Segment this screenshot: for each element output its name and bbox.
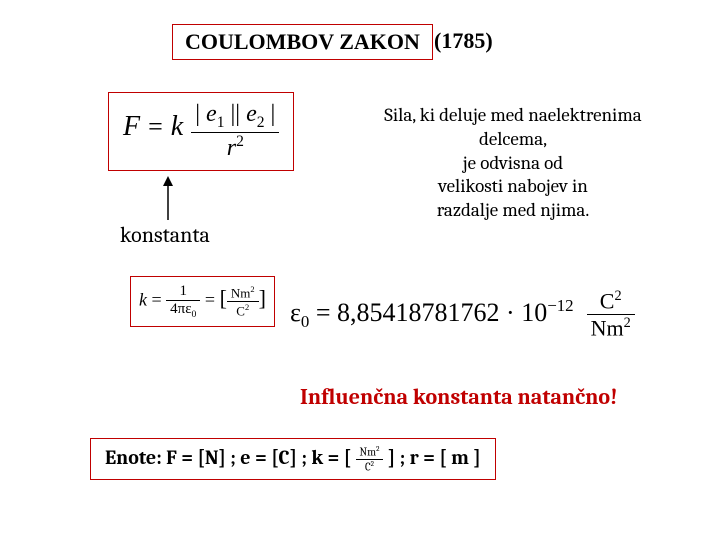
eps-sub0: 0 xyxy=(301,312,309,331)
kf-nm2: Nm xyxy=(231,285,251,300)
formula-eq: = xyxy=(148,112,163,141)
enote-prefix: Enote: F = [N] ; e = [C] ; k = [ xyxy=(105,446,351,469)
year-label: (1785) xyxy=(434,28,493,54)
eps-Nexp: 2 xyxy=(624,315,631,331)
formula-fraction: | e1 || e2 | r2 xyxy=(191,101,279,162)
formula-rexp: 2 xyxy=(236,133,244,150)
desc-line-1: Sila, ki deluje med naelektrenima xyxy=(348,104,678,128)
enote-suffix: ] ; r = [ m ] xyxy=(388,446,481,469)
formula-k: k xyxy=(171,111,183,142)
eps-eq: = 8,85418781762 · 10 xyxy=(316,298,547,327)
desc-line-3: je odvisna od xyxy=(348,152,678,176)
kf-4pe: 4πε xyxy=(170,301,191,317)
desc-line-4: velikosti nabojev in xyxy=(348,175,678,199)
influencna-text: Influenčna konstanta natančno! xyxy=(300,384,617,410)
kf-eq1: = xyxy=(152,290,162,310)
arrow-up-icon xyxy=(160,176,176,220)
kf-sub0: 0 xyxy=(192,309,197,320)
konstanta-text: konstanta xyxy=(120,222,210,248)
eps-N: Nm xyxy=(591,316,624,341)
formula-e2: e xyxy=(246,101,257,127)
desc-line-2: delcema, xyxy=(348,128,678,152)
eps-C: C xyxy=(600,288,615,313)
k-formula-box: k = 1 4πε0 = [ Nm2 C2 ] xyxy=(130,276,275,327)
kf-c2: C xyxy=(236,303,245,318)
formula-e1: e xyxy=(206,101,217,127)
formula-r: r xyxy=(227,135,236,161)
formula-F: F xyxy=(123,111,140,142)
eps-exp: −12 xyxy=(547,296,573,315)
enote-frac: Nm2 C2 xyxy=(356,445,384,473)
title-text: COULOMBOV ZAKON xyxy=(185,29,420,54)
formula-sub2: 2 xyxy=(257,114,265,131)
coulomb-formula-box: F = k | e1 || e2 | r2 xyxy=(108,92,294,171)
year-text: (1785) xyxy=(434,28,493,53)
kf-one: 1 xyxy=(180,283,188,299)
desc-line-5: razdalje med njima. xyxy=(348,199,678,223)
eps-sym: ε xyxy=(290,298,301,327)
kf-e2b: 2 xyxy=(245,302,249,312)
eps-unit-frac: C2 Nm2 xyxy=(587,288,635,342)
influencna-label: Influenčna konstanta natančno! xyxy=(300,384,617,410)
kf-e2a: 2 xyxy=(250,284,254,294)
kf-frac2: Nm2 C2 xyxy=(227,284,259,320)
enote-e1: 2 xyxy=(376,445,379,453)
konstanta-label: konstanta xyxy=(120,222,210,248)
formula-sub1: 1 xyxy=(217,114,225,131)
epsilon-formula: ε0 = 8,85418781762 · 10−12 C2 Nm2 xyxy=(290,288,635,342)
enote-nm2: Nm xyxy=(360,446,377,459)
kf-eq2: = xyxy=(205,290,215,310)
kf-k: k xyxy=(139,290,147,310)
enote-e2: 2 xyxy=(371,460,374,468)
title-box: COULOMBOV ZAKON xyxy=(172,24,433,60)
kf-frac1: 1 4πε0 xyxy=(166,283,200,320)
eps-Cexp: 2 xyxy=(614,288,621,304)
description-block: Sila, ki deluje med naelektrenima delcem… xyxy=(348,104,678,223)
enote-box: Enote: F = [N] ; e = [C] ; k = [ Nm2 C2 … xyxy=(90,438,496,480)
